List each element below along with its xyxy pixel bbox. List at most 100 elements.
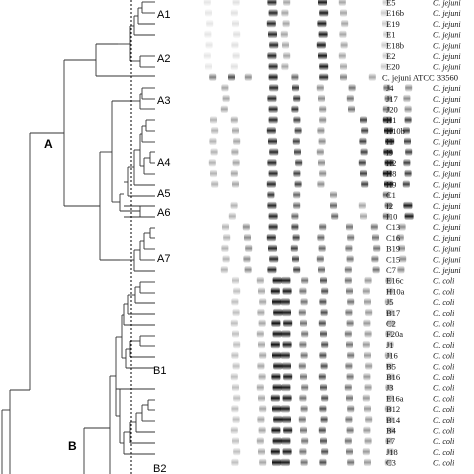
gel-band [233, 394, 241, 402]
gel-band [268, 244, 277, 253]
gel-band [318, 319, 326, 327]
gel-band [339, 30, 347, 39]
gel-band [292, 255, 299, 263]
gel-band [387, 373, 395, 381]
gel-band [321, 287, 329, 295]
gel-band [384, 180, 393, 188]
species-label: C. jejuni [433, 0, 461, 8]
gel-band [228, 212, 236, 220]
gel-band [282, 287, 292, 295]
gel-band [405, 84, 413, 92]
gel-band [233, 447, 241, 456]
gel-band [321, 394, 329, 402]
gel-band [299, 447, 307, 456]
gel-band [317, 180, 325, 188]
gel-band [340, 41, 348, 49]
gel-band [282, 19, 290, 28]
gel-band [210, 148, 218, 156]
strain-label: C15 [386, 254, 400, 264]
gel-band [298, 308, 306, 317]
strain-label: E16a [386, 393, 404, 403]
gel-band [346, 94, 354, 103]
gel-image [203, 0, 414, 467]
strain-label: B19 [386, 244, 400, 254]
strain-label: H2 [386, 158, 396, 168]
gel-band [268, 30, 277, 39]
gel-band [344, 383, 352, 392]
gel-band [258, 447, 265, 456]
gel-band [231, 41, 239, 49]
gel-band [269, 84, 279, 92]
species-label: C. coli [433, 362, 454, 371]
gel-band [258, 394, 265, 402]
gel-band [266, 126, 276, 135]
gel-band [291, 212, 299, 220]
gel-band [347, 351, 355, 360]
subcluster-label-a6: A6 [157, 207, 170, 219]
subcluster-label-a7: A7 [157, 253, 170, 265]
gel-band [365, 415, 373, 424]
strain-label: B17 [386, 308, 400, 318]
gel-band [319, 105, 327, 113]
gel-band [331, 212, 339, 220]
gel-band [232, 330, 239, 338]
gel-band [404, 116, 412, 124]
species-label: C. jejuni [433, 63, 461, 72]
gel-band [230, 116, 238, 124]
gel-band [321, 447, 329, 456]
gel-band [283, 319, 293, 327]
gel-band [243, 255, 251, 263]
gel-band [299, 340, 307, 349]
gel-band [380, 62, 388, 71]
gel-band [319, 405, 327, 413]
gel-band [280, 351, 290, 360]
gel-band [268, 116, 278, 124]
gel-band [299, 287, 307, 295]
species-label: C. jejuni [433, 116, 461, 125]
gel-band [380, 9, 388, 17]
gel-band [384, 405, 392, 413]
gel-band [269, 41, 279, 49]
gel-band [222, 255, 230, 263]
subcluster-label-a3: A3 [157, 95, 170, 107]
species-label: C. coli [433, 416, 454, 425]
species-label: C. coli [433, 384, 454, 393]
strain-label: E20 [386, 62, 400, 72]
strain-label: B4 [386, 426, 397, 436]
subcluster-label-a5: A5 [157, 188, 170, 200]
gel-band [318, 52, 327, 60]
gel-band [204, 30, 212, 39]
gel-band [364, 405, 371, 413]
gel-band [257, 308, 265, 317]
strain-label: B16 [386, 372, 400, 382]
gel-band [360, 212, 367, 220]
species-label: C. jejuni [433, 159, 461, 168]
gel-band [294, 126, 302, 135]
gel-band [361, 126, 369, 135]
gel-band [282, 394, 292, 402]
gel-band [231, 148, 239, 156]
gel-band [318, 266, 325, 274]
gel-band [382, 169, 392, 178]
gel-band [232, 415, 240, 424]
gel-band [259, 458, 267, 467]
strain-label: E2 [386, 51, 395, 61]
gel-band [268, 9, 278, 17]
gel-band [272, 298, 281, 306]
species-label: C. jejuni [433, 223, 461, 232]
species-label: C. jejuni [433, 180, 461, 189]
species-label: C. jejuni [433, 170, 461, 179]
gel-band [300, 373, 307, 381]
gel-band [293, 116, 301, 124]
gel-band [404, 137, 411, 146]
gel-band [384, 126, 393, 135]
gel-band [387, 319, 395, 327]
gel-band [318, 426, 326, 434]
gel-band [299, 394, 307, 402]
gel-band [403, 201, 413, 210]
gel-band [358, 201, 366, 210]
gel-band [345, 362, 353, 370]
gel-band [257, 415, 265, 424]
gel-band [282, 447, 292, 456]
gel-band [320, 415, 328, 424]
